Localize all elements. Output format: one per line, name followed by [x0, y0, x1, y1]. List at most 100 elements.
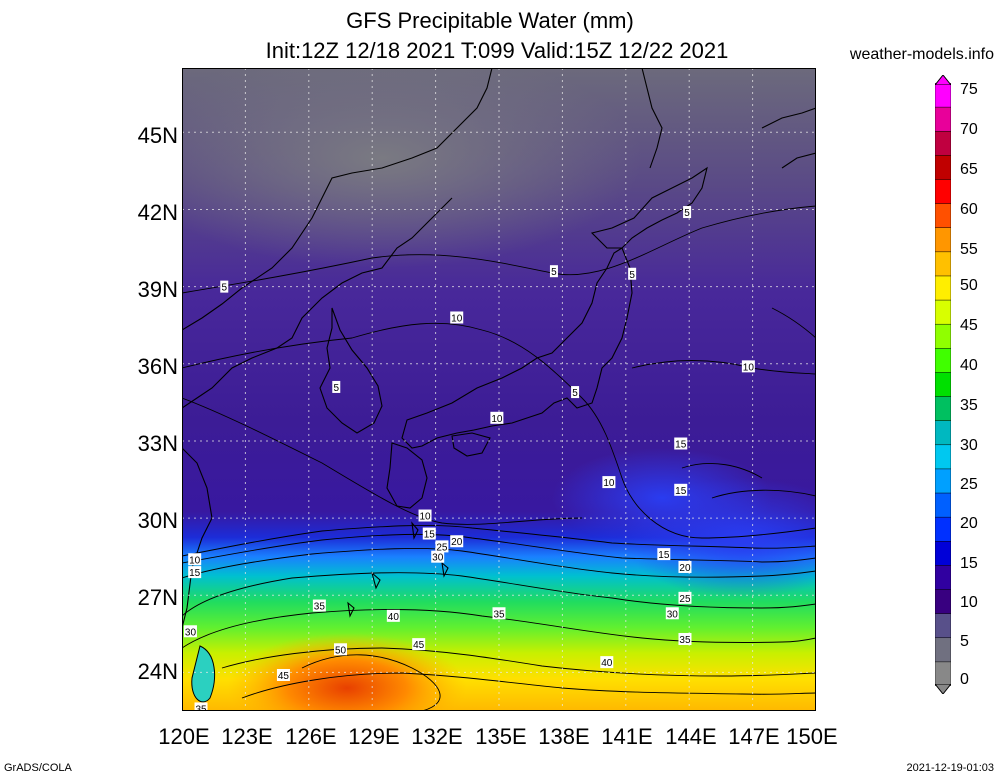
lon-label-141e: 141E: [601, 724, 653, 749]
colorbar-top-arrow: [935, 75, 951, 85]
contour-label: 5: [572, 388, 578, 399]
contour-label-bg: [188, 553, 202, 566]
colorbar-segment: [935, 541, 951, 567]
lat-label-27n: 27N: [137, 585, 178, 610]
contour-label-bg: [220, 280, 229, 293]
colorbar-segment: [935, 516, 951, 543]
colorbar-segment: [935, 420, 951, 446]
contour-label-bg: [312, 599, 326, 612]
contour-label: 20: [451, 537, 463, 548]
colorbar-label-45: 45: [960, 317, 978, 334]
colorbar-segment: [935, 299, 951, 325]
lat-label-33n: 33N: [137, 431, 178, 456]
colorbar-label-25: 25: [960, 476, 978, 493]
colorbar-segment: [935, 372, 951, 398]
contour-label: 25: [436, 542, 448, 553]
map-frame: [182, 68, 816, 711]
contour-label-bg: [600, 656, 614, 669]
colorbar-segment: [935, 468, 951, 494]
site-label[interactable]: weather-models.info: [849, 46, 994, 63]
colorbar-label-75: 75: [960, 81, 978, 98]
footer-timestamp: 2021-12-19-01:03: [906, 762, 994, 774]
contour-label-bg: [334, 643, 347, 656]
contour-label-bg: [431, 550, 445, 563]
colorbar-segment: [935, 637, 951, 663]
colorbar-label-70: 70: [960, 121, 978, 138]
contour-label-bg: [657, 548, 671, 561]
colorbar: [935, 83, 951, 686]
contour-label-bg: [412, 638, 426, 651]
contour-label-bg: [602, 476, 616, 489]
contour-label-bg: [183, 625, 197, 638]
contour-label: 25: [679, 594, 691, 605]
contour-label-bg: [674, 483, 688, 496]
lon-label-138e: 138E: [538, 724, 590, 749]
colorbar-label-0: 0: [960, 671, 969, 688]
colorbar-segment: [935, 565, 951, 591]
contour-label: 15: [658, 550, 670, 561]
lat-label-36n: 36N: [137, 354, 178, 379]
colorbar-label-40: 40: [960, 357, 978, 374]
contour-label: 45: [278, 671, 290, 682]
contour-label-bg: [678, 632, 692, 645]
lon-label-135e: 135E: [475, 724, 527, 749]
contour-label-bg: [422, 527, 436, 540]
lon-label-123e: 123E: [221, 724, 273, 749]
contour-label: 35: [195, 704, 207, 711]
lat-label-39n: 39N: [137, 277, 178, 302]
contour-label-bg: [188, 566, 202, 579]
contour-label: 15: [424, 530, 436, 541]
contour-label: 15: [675, 486, 687, 497]
lon-label-147e: 147E: [728, 724, 780, 749]
contour-label: 10: [603, 478, 615, 489]
contour-label-bg: [665, 607, 679, 620]
lon-label-126e: 126E: [285, 724, 337, 749]
colorbar-label-10: 10: [960, 594, 978, 611]
contour-label-bg: [386, 609, 400, 622]
contour-label: 40: [388, 612, 400, 623]
colorbar-label-20: 20: [960, 515, 978, 532]
colorbar-segment: [935, 275, 951, 301]
contour-label: 30: [185, 627, 197, 638]
colorbar-segment: [935, 83, 951, 108]
colorbar-label-35: 35: [960, 397, 978, 414]
colorbar-segment: [935, 203, 951, 229]
contour-label: 10: [491, 414, 503, 425]
contour-label-bg: [492, 607, 506, 620]
contour-label: 5: [333, 383, 339, 394]
contour-label: 20: [679, 563, 691, 574]
contour-label: 30: [432, 553, 444, 564]
contour-label-bg: [276, 668, 290, 681]
contour-label-bg: [678, 560, 692, 573]
colorbar-segment: [935, 179, 951, 205]
taiwan-core: [191, 645, 216, 703]
colorbar-segment: [935, 613, 951, 639]
lon-label-120e: 120E: [158, 724, 210, 749]
colorbar-segment: [935, 251, 951, 277]
contour-label: 5: [551, 267, 557, 278]
footer-credit: GrADS/COLA: [4, 762, 72, 774]
contour-label-bg: [683, 206, 692, 219]
contour-label: 5: [629, 270, 635, 281]
contour-label-bg: [678, 591, 692, 604]
colorbar-segment: [935, 130, 951, 157]
colorbar-label-60: 60: [960, 201, 978, 218]
contour-label-bg: [450, 535, 464, 548]
contour-label: 5: [221, 283, 227, 294]
colorbar-segment: [935, 348, 951, 374]
colorbar-segment: [935, 396, 951, 422]
lon-label-150e: 150E: [786, 724, 838, 749]
contour-label: 5: [684, 208, 690, 219]
contour-label-bg: [674, 437, 688, 450]
colorbar-label-50: 50: [960, 277, 978, 294]
contour-label: 50: [335, 645, 347, 656]
colorbar-label-65: 65: [960, 161, 978, 178]
contour-label-bg: [549, 265, 558, 278]
dry-region-north: [182, 68, 642, 268]
colorbar-label-30: 30: [960, 437, 978, 454]
lat-label-30n: 30N: [137, 508, 178, 533]
contour-label-bg: [490, 411, 504, 424]
colorbar-segment: [935, 227, 951, 253]
contour-label-bg: [435, 540, 449, 553]
contour-label: 35: [314, 602, 326, 613]
